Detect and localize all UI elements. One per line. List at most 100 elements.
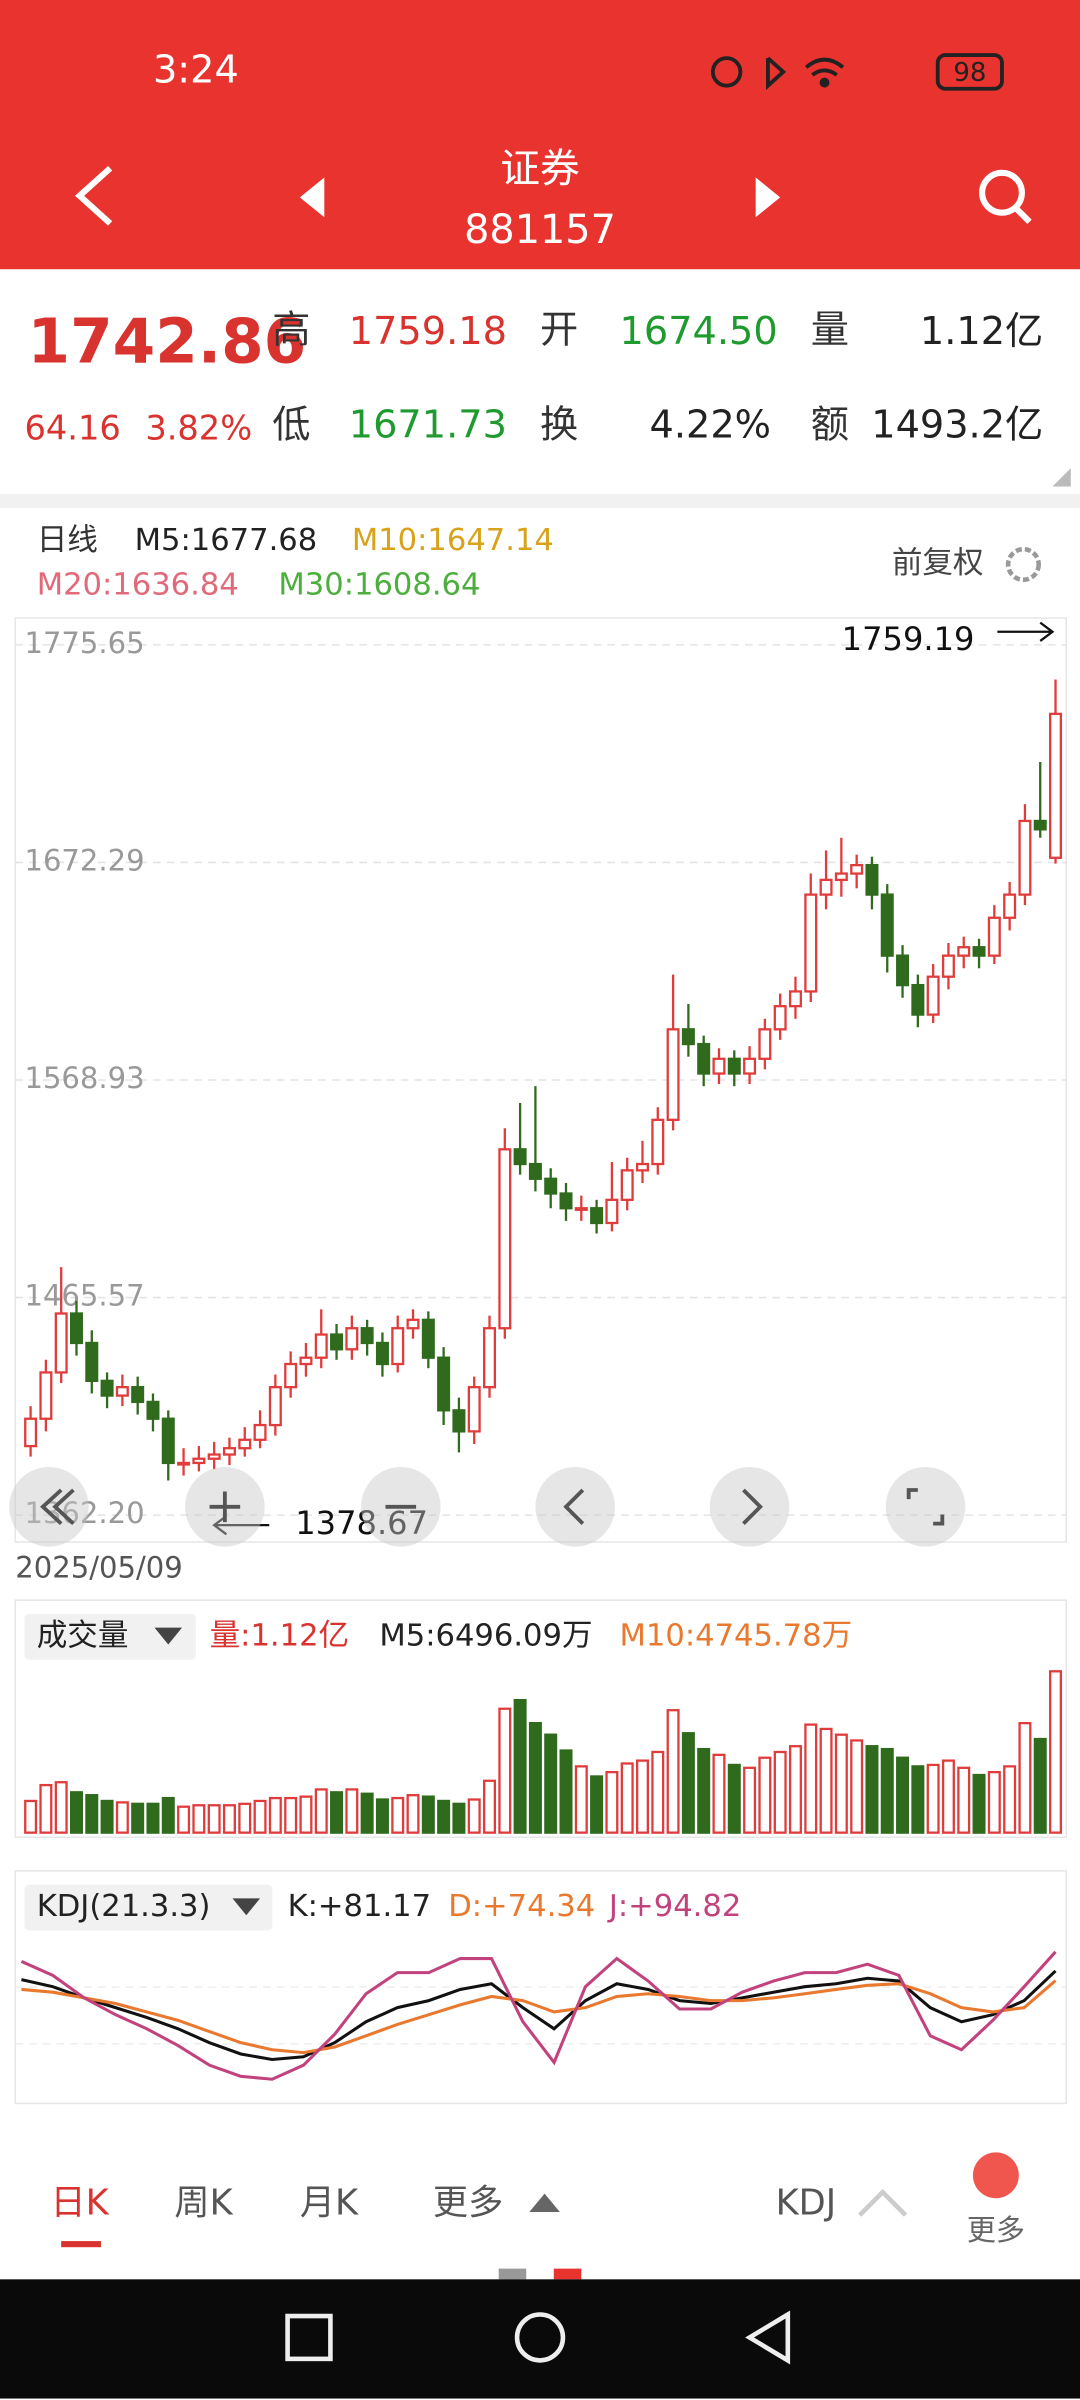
candle-body (544, 1177, 558, 1195)
candle-body (697, 1042, 711, 1075)
search-button[interactable] (979, 169, 1032, 224)
volume-bar (743, 1766, 757, 1834)
page-dot (498, 2268, 527, 2280)
candle-body (85, 1341, 99, 1383)
candle-body (253, 1423, 267, 1441)
kdj-title: KDJ(21.3.3) (37, 1889, 211, 1924)
volume-m10: M10:4745.78万 (620, 1618, 853, 1653)
tab[interactable]: 月K (300, 2182, 359, 2223)
volume-bar (727, 1763, 741, 1834)
kdj-selector[interactable] (24, 1884, 273, 1931)
volume-bar (299, 1795, 313, 1834)
volume-bar (24, 1799, 38, 1834)
chart-control[interactable] (535, 1467, 615, 1547)
page-dot (553, 2268, 582, 2280)
volume-bar (620, 1762, 634, 1834)
y-tick-label: 1672.29 (24, 843, 144, 877)
volume-bar (345, 1788, 359, 1834)
tab[interactable]: 周K (174, 2182, 233, 2223)
circle (979, 169, 1025, 216)
volume-bar (559, 1749, 573, 1834)
candle-body (39, 1371, 53, 1420)
candle-body (712, 1057, 726, 1075)
candle-body (437, 1356, 451, 1412)
next-button[interactable] (755, 177, 781, 218)
candle-body (651, 1118, 665, 1166)
high-arrow (997, 621, 1055, 642)
candle-body (299, 1356, 313, 1366)
period: 日线 (37, 523, 98, 558)
indicator-button[interactable]: KDJ (776, 2182, 837, 2223)
candle-body (207, 1453, 221, 1460)
candle-body (972, 946, 986, 957)
volume-bar (590, 1775, 604, 1834)
y-tick-label: 1775.65 (24, 626, 144, 660)
candle-body (513, 1148, 527, 1166)
system-nav (0, 2279, 1080, 2399)
candle-body (574, 1207, 588, 1211)
candle-body (330, 1333, 344, 1351)
tab-underline (61, 2241, 101, 2248)
candle-body (850, 863, 864, 875)
clock: 3:24 (153, 48, 239, 92)
candle-body (100, 1379, 114, 1397)
chart-control[interactable] (885, 1467, 966, 1547)
label: 低 (272, 403, 310, 447)
candle-body (131, 1386, 145, 1404)
kline: 1362.20 1465.57 1568.93 1672.29 1775.65 1759.… (9, 620, 1067, 1547)
candle-body (559, 1192, 573, 1210)
candle-body (666, 1028, 680, 1121)
volume-bar (391, 1796, 405, 1834)
candle-body (911, 983, 925, 1016)
candle-body (406, 1318, 420, 1330)
tab[interactable]: 日K (50, 2182, 109, 2223)
candle-body (146, 1400, 160, 1420)
volume-bar (85, 1794, 99, 1834)
candle-body (238, 1438, 252, 1450)
candle-body (819, 878, 833, 896)
volume-selector[interactable] (24, 1613, 196, 1660)
prev-button[interactable] (299, 177, 325, 218)
volume-bar (39, 1783, 53, 1834)
recents-button[interactable] (285, 2313, 333, 2362)
date-label: 2025/05/09 (15, 1551, 182, 1585)
kdj-line (21, 1979, 1057, 2055)
back-button[interactable] (74, 165, 113, 226)
tab[interactable]: 更多 (433, 2182, 503, 2223)
settings-icon[interactable] (1005, 546, 1041, 583)
volume-bar (222, 1804, 236, 1834)
adjust-button[interactable]: 前复权 (892, 546, 984, 581)
kdj-line (21, 1969, 1057, 2062)
price: 1742.86 (28, 306, 307, 377)
status-icons (710, 53, 1004, 91)
volume-m5: M5:6496.09万 (379, 1618, 592, 1653)
volume-bars (24, 1670, 1063, 1834)
chart-control-icon (563, 1488, 585, 1525)
volume-bar (635, 1759, 649, 1834)
low-arrow (212, 1515, 270, 1536)
chart-control-icon (209, 1491, 241, 1523)
volume-title: 成交量 (37, 1618, 129, 1653)
value: 1493.2亿 (871, 403, 1043, 447)
volume-bar (1033, 1737, 1047, 1834)
candle-body (391, 1327, 405, 1366)
low-annotation: 1378.67 (295, 1504, 428, 1542)
value: 1671.73 (349, 403, 507, 447)
label: 换 (540, 403, 578, 447)
volume-now: 量:1.12亿 (210, 1618, 350, 1653)
candle-body (161, 1417, 175, 1465)
back-nav-button[interactable] (745, 2310, 791, 2365)
candle-body (115, 1386, 129, 1397)
volume-bar (788, 1745, 802, 1834)
chart-control[interactable] (709, 1467, 790, 1547)
y-tick-label: 1362.20 (24, 1496, 144, 1530)
kdj-j: J:+94.82 (607, 1889, 741, 1924)
more-icon[interactable] (972, 2152, 1019, 2199)
chart-control[interactable] (9, 1467, 89, 1547)
home-button[interactable] (514, 2312, 566, 2363)
volume-bar (146, 1802, 160, 1834)
volume-bar (528, 1722, 542, 1834)
divider (0, 494, 1080, 508)
candle-body (957, 946, 971, 957)
